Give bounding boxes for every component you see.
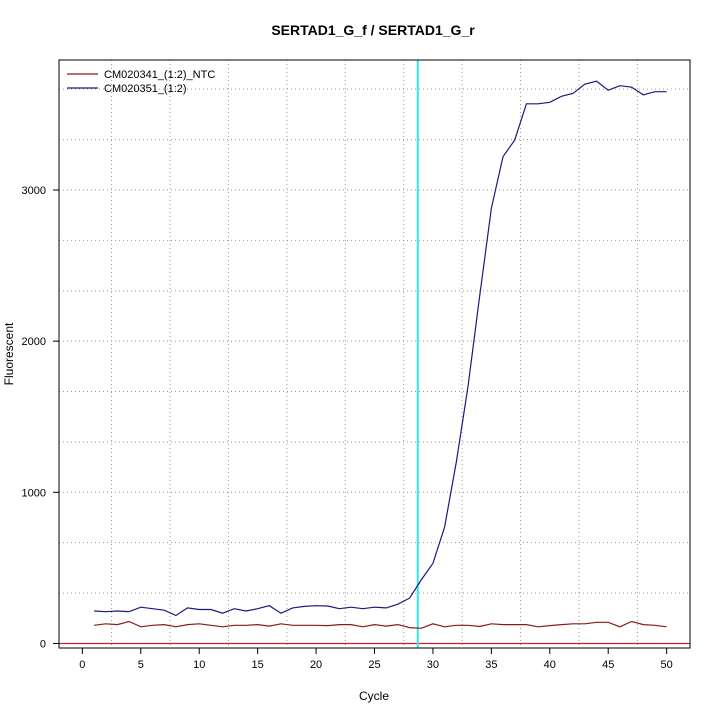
series-line-1 bbox=[94, 80, 667, 617]
x-tick-label: 25 bbox=[368, 659, 380, 671]
x-tick-label: 50 bbox=[661, 659, 673, 671]
x-tick-label: 0 bbox=[79, 659, 85, 671]
legend-label-1: CM020351_(1:2) bbox=[104, 83, 187, 95]
x-tick-label: 45 bbox=[602, 659, 614, 671]
x-tick-label: 10 bbox=[193, 659, 205, 671]
x-axis: 0 5 10 15 20 25 30 35 40 45 50 bbox=[79, 648, 673, 671]
y-axis-label: Fluorescent bbox=[2, 322, 16, 385]
y-tick-label: 1000 bbox=[22, 487, 46, 499]
y-tick-label: 3000 bbox=[22, 185, 46, 197]
chart-title: SERTAD1_G_f / SERTAD1_G_r bbox=[271, 22, 475, 38]
legend: CM020341_(1:2)_NTC CM020351_(1:2) bbox=[67, 69, 215, 95]
y-tick-label: 2000 bbox=[22, 336, 46, 348]
x-tick-label: 40 bbox=[544, 659, 556, 671]
series-line-0 bbox=[94, 620, 667, 629]
legend-label-0: CM020341_(1:2)_NTC bbox=[104, 69, 215, 81]
x-tick-label: 35 bbox=[485, 659, 497, 671]
x-tick-label: 30 bbox=[427, 659, 439, 671]
x-tick-label: 15 bbox=[252, 659, 264, 671]
x-tick-label: 5 bbox=[138, 659, 144, 671]
plot-frame bbox=[58, 59, 691, 649]
x-axis-label: Cycle bbox=[359, 689, 389, 703]
x-tick-label: 20 bbox=[310, 659, 322, 671]
series-lines bbox=[94, 80, 667, 629]
grid-lines bbox=[59, 60, 690, 648]
y-tick-label: 0 bbox=[40, 638, 46, 650]
reference-lines bbox=[59, 60, 690, 648]
y-axis: 0 1000 2000 3000 bbox=[22, 185, 59, 650]
